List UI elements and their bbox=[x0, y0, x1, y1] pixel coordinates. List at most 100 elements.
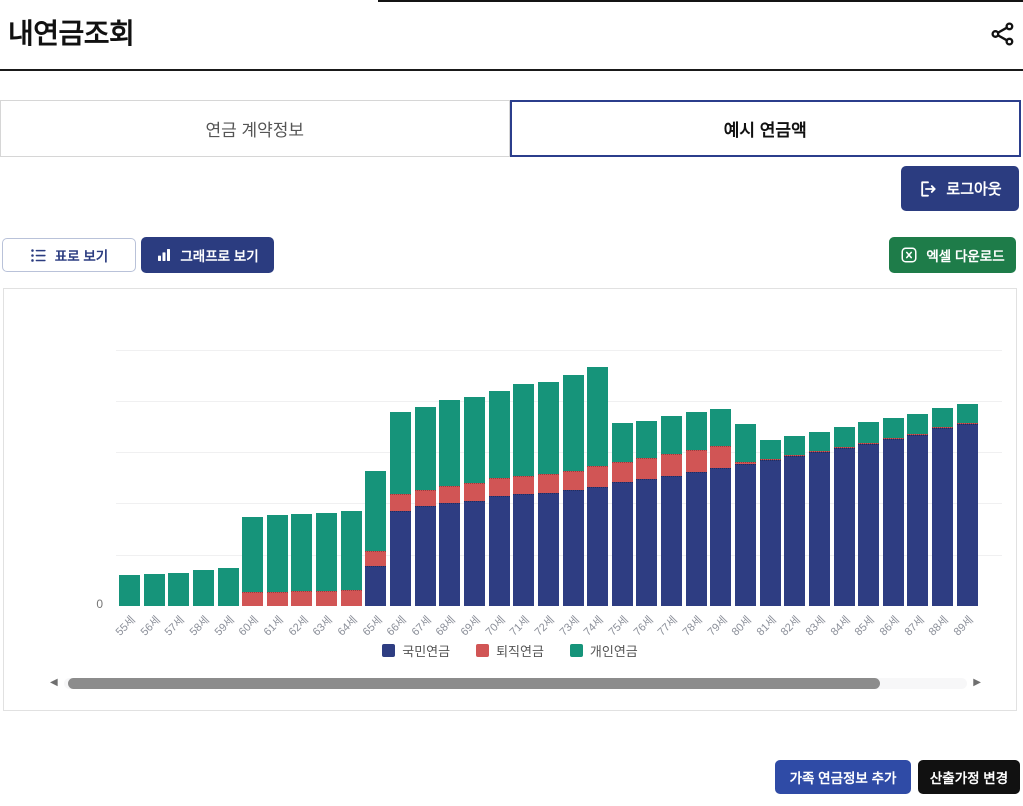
bar-segment-national-pension bbox=[808, 452, 830, 606]
bar-age-77[interactable] bbox=[661, 416, 683, 606]
bar-segment-personal-pension bbox=[365, 470, 387, 551]
bar-age-57[interactable] bbox=[168, 573, 190, 606]
graph-view-button[interactable]: 그래프로 보기 bbox=[141, 237, 274, 273]
bar-segment-retirement-pension bbox=[537, 473, 559, 494]
excel-icon bbox=[900, 246, 918, 264]
logout-button[interactable]: 로그아웃 bbox=[901, 166, 1019, 211]
bar-segment-retirement-pension bbox=[439, 485, 461, 504]
bar-age-79[interactable] bbox=[710, 409, 732, 606]
bar-segment-national-pension bbox=[439, 503, 461, 606]
bar-segment-national-pension bbox=[858, 443, 880, 606]
bar-age-69[interactable] bbox=[463, 396, 485, 606]
x-axis-label-age-85: 85세 bbox=[853, 614, 878, 639]
bar-age-60[interactable] bbox=[242, 516, 264, 606]
bar-segment-personal-pension bbox=[562, 375, 584, 471]
bar-age-65[interactable] bbox=[365, 470, 387, 606]
bar-segment-personal-pension bbox=[513, 384, 535, 476]
bar-age-84[interactable] bbox=[833, 427, 855, 606]
bar-age-85[interactable] bbox=[858, 422, 880, 606]
legend-item-retirement-pension[interactable]: 퇴직연금 bbox=[476, 641, 544, 660]
bar-segment-personal-pension bbox=[685, 412, 707, 451]
bar-age-82[interactable] bbox=[784, 435, 806, 606]
bar-age-58[interactable] bbox=[192, 570, 214, 606]
bar-age-71[interactable] bbox=[513, 384, 535, 606]
bar-age-72[interactable] bbox=[537, 382, 559, 606]
bar-age-73[interactable] bbox=[562, 375, 584, 606]
x-axis-label-age-83: 83세 bbox=[803, 614, 829, 639]
bar-age-81[interactable] bbox=[759, 439, 781, 606]
bar-segment-national-pension bbox=[956, 424, 978, 606]
bar-age-89[interactable] bbox=[956, 403, 978, 606]
bar-segment-national-pension bbox=[759, 460, 781, 606]
bar-age-63[interactable] bbox=[316, 512, 338, 606]
bar-segment-personal-pension bbox=[537, 382, 559, 474]
bar-segment-retirement-pension bbox=[513, 475, 535, 495]
tab-label: 예시 연금액 bbox=[723, 121, 807, 140]
bar-age-64[interactable] bbox=[340, 510, 362, 606]
x-axis-label-age-79: 79세 bbox=[705, 614, 730, 639]
bar-segment-retirement-pension bbox=[956, 423, 978, 425]
x-axis-label-age-88: 88세 bbox=[926, 614, 952, 639]
bar-segment-national-pension bbox=[463, 501, 485, 606]
bar-age-87[interactable] bbox=[907, 414, 929, 606]
bar-segment-retirement-pension bbox=[463, 482, 485, 502]
legend-item-national-pension[interactable]: 국민연금 bbox=[382, 641, 450, 660]
bar-age-67[interactable] bbox=[414, 406, 436, 606]
bar-age-62[interactable] bbox=[291, 513, 313, 606]
legend-item-personal-pension[interactable]: 개인연금 bbox=[569, 641, 638, 660]
bar-segment-personal-pension bbox=[463, 396, 485, 483]
bar-segment-retirement-pension bbox=[316, 590, 338, 606]
bar-age-80[interactable] bbox=[735, 424, 756, 606]
scroll-right-arrow-icon[interactable]: ▶ bbox=[973, 677, 981, 688]
bar-segment-retirement-pension bbox=[932, 427, 954, 429]
bar-age-74[interactable] bbox=[587, 366, 609, 606]
bar-age-61[interactable] bbox=[266, 514, 288, 606]
x-axis-label-age-59: 59세 bbox=[212, 614, 237, 639]
bar-segment-personal-pension bbox=[759, 439, 781, 460]
bar-segment-personal-pension bbox=[611, 423, 633, 463]
bar-segment-personal-pension bbox=[143, 574, 165, 606]
bar-segment-personal-pension bbox=[833, 427, 855, 447]
bar-age-83[interactable] bbox=[808, 431, 830, 606]
x-axis-label-age-87: 87세 bbox=[902, 614, 927, 639]
bar-age-59[interactable] bbox=[217, 568, 239, 606]
legend-swatch-personal-pension bbox=[569, 644, 583, 657]
x-axis-label-age-70: 70세 bbox=[483, 614, 508, 639]
bar-age-75[interactable] bbox=[611, 423, 633, 606]
scrollbar-thumb[interactable] bbox=[67, 677, 880, 689]
bar-age-70[interactable] bbox=[488, 390, 510, 606]
bar-segment-retirement-pension bbox=[882, 437, 904, 439]
bar-age-68[interactable] bbox=[439, 399, 461, 606]
bar-age-86[interactable] bbox=[882, 418, 904, 606]
tab-example-pension-amount[interactable]: 예시 연금액 bbox=[509, 100, 1021, 157]
bar-age-88[interactable] bbox=[932, 407, 954, 606]
tab-pension-contract-info[interactable]: 연금 계약정보 bbox=[0, 100, 510, 157]
bar-segment-national-pension bbox=[587, 486, 609, 606]
table-view-button[interactable]: 표로 보기 bbox=[2, 238, 136, 272]
bar-segment-national-pension bbox=[735, 464, 756, 606]
bar-age-66[interactable] bbox=[390, 412, 412, 606]
bar-age-78[interactable] bbox=[685, 412, 707, 606]
legend-label: 국민연금 bbox=[402, 644, 451, 659]
bar-age-56[interactable] bbox=[143, 574, 165, 606]
logout-icon bbox=[918, 179, 938, 199]
bar-age-55[interactable] bbox=[119, 575, 140, 606]
x-axis-label-age-58: 58세 bbox=[187, 614, 213, 639]
bar-segment-national-pension bbox=[784, 456, 806, 606]
x-axis-label-age-61: 61세 bbox=[261, 614, 286, 639]
scroll-left-arrow-icon[interactable]: ◀ bbox=[50, 677, 58, 688]
bar-segment-national-pension bbox=[833, 447, 855, 606]
excel-download-button[interactable]: 엑셀 다운로드 bbox=[889, 237, 1016, 273]
x-axis-label-age-73: 73세 bbox=[557, 614, 582, 639]
share-icon[interactable] bbox=[989, 20, 1017, 48]
change-assumption-button[interactable]: 산출가정 변경 bbox=[918, 760, 1020, 794]
scrollbar-track[interactable] bbox=[63, 677, 968, 689]
legend-swatch-retirement-pension bbox=[476, 644, 490, 657]
add-family-pension-button[interactable]: 가족 연금정보 추가 bbox=[775, 760, 911, 794]
x-axis-label-age-64: 64세 bbox=[335, 614, 360, 639]
x-axis-label-age-77: 77세 bbox=[655, 614, 681, 639]
y-axis-zero-label: 0 bbox=[96, 597, 103, 611]
bar-age-76[interactable] bbox=[636, 421, 658, 606]
title-divider bbox=[0, 69, 1023, 71]
bar-segment-retirement-pension bbox=[390, 494, 412, 511]
